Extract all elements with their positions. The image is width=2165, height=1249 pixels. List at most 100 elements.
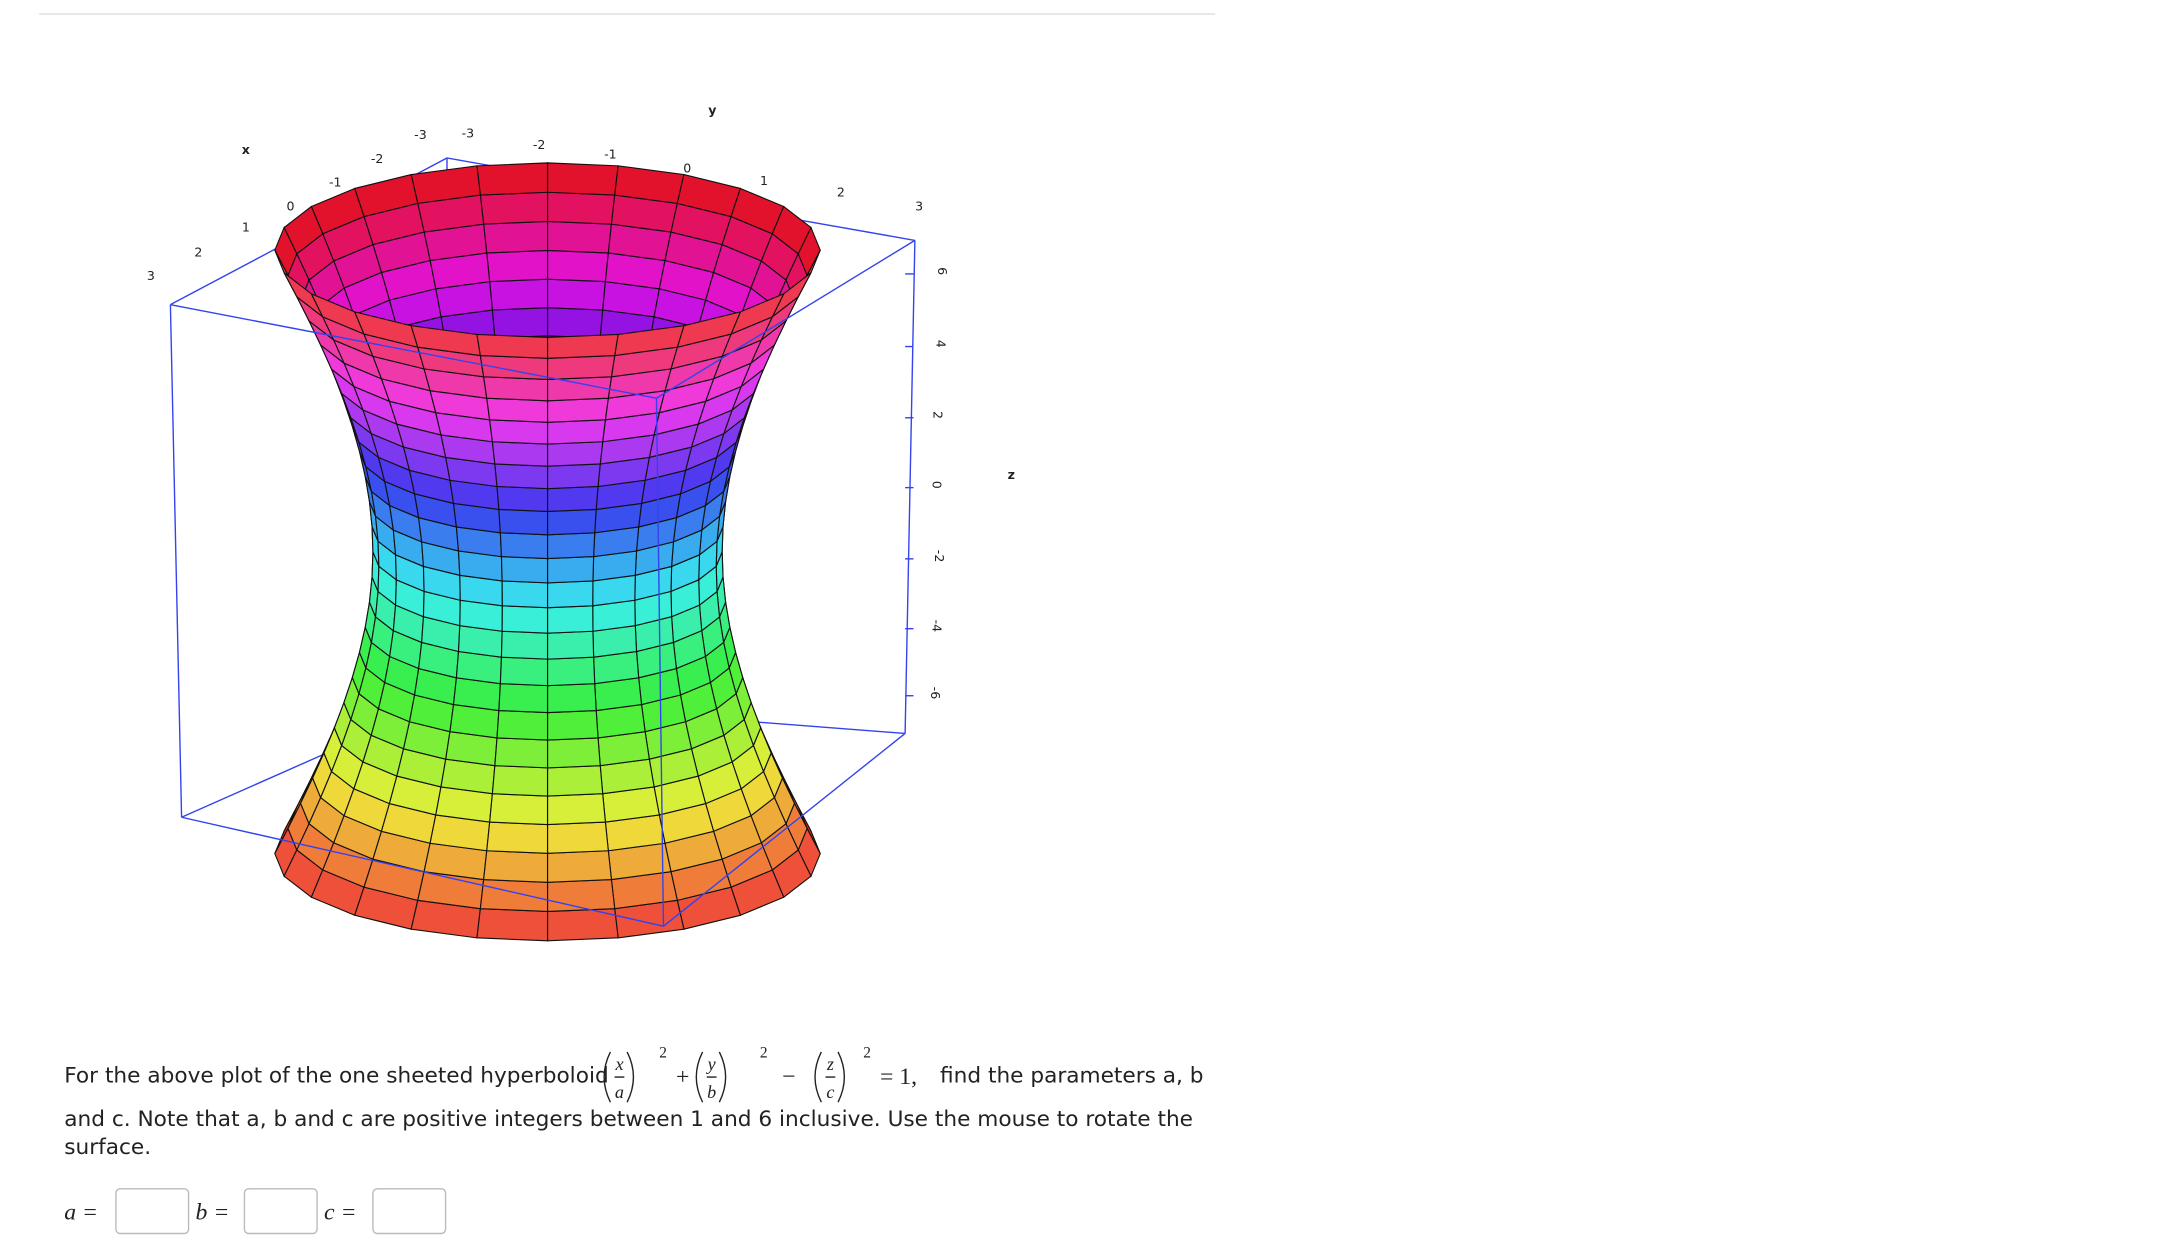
surface-patch (546, 580, 594, 609)
surface-patch (546, 441, 604, 467)
tick-label: -1 (329, 175, 342, 190)
surface-patch (476, 162, 549, 196)
surface-patch (476, 333, 549, 359)
question-line: and c. Note that a, b and c are positive… (64, 1107, 1193, 1132)
surface-patch (546, 220, 613, 254)
surface-patch (546, 630, 595, 660)
answer-input[interactable] (372, 1188, 447, 1235)
tick-label: 2 (194, 244, 202, 259)
surface-patch (482, 376, 549, 402)
surface-patch (476, 908, 549, 942)
surface-patch (546, 850, 613, 883)
tick-label: 2 (837, 184, 845, 199)
tick-label: 2 (931, 411, 946, 419)
surface-patch (489, 419, 549, 445)
surface-patch (546, 793, 607, 826)
answer-label: b = (196, 1200, 230, 1226)
eq-power: 2 (863, 1045, 871, 1062)
parentheses (603, 1051, 846, 1103)
eq-power: 2 (659, 1045, 667, 1062)
surface-patch (498, 508, 549, 536)
eq-y: y (706, 1054, 717, 1074)
surface-patch (501, 605, 549, 634)
eq-c: c (826, 1082, 834, 1102)
surface-patch (546, 333, 619, 359)
surface-patch (496, 709, 549, 741)
surface-patch (546, 249, 609, 283)
tick-label: 3 (915, 198, 923, 213)
surface-patch (546, 765, 604, 797)
tick-label: -2 (371, 151, 384, 166)
tick-label: 4 (934, 340, 949, 348)
eq-plus: + (676, 1064, 689, 1090)
surface-patch (546, 397, 609, 423)
surface-patch (546, 737, 601, 769)
eq-a: a (615, 1082, 624, 1102)
surface-patch (491, 307, 549, 339)
eq-x: x (614, 1054, 623, 1074)
tick-label: -3 (462, 126, 475, 141)
surface-patch (546, 605, 594, 634)
surface-patch (483, 220, 549, 254)
surface-patch (491, 765, 549, 797)
surface-patch (496, 485, 549, 513)
surface-patch (546, 821, 609, 854)
surface-patch (546, 307, 604, 339)
surface-patch (546, 419, 607, 445)
surface-patch (499, 532, 549, 560)
surface-patch (498, 683, 549, 714)
surface-patch (494, 463, 549, 490)
surface-patch (499, 656, 549, 687)
surface-patch (489, 278, 549, 311)
eq-b: b (707, 1082, 716, 1102)
tick-label: 0 (683, 161, 691, 176)
tick-label: 0 (929, 481, 944, 489)
surface-patch (546, 709, 599, 741)
tick-label: -4 (929, 620, 944, 633)
tick-label: 0 (287, 198, 295, 213)
answers: a = b = c = (64, 1188, 447, 1235)
surface-patch (546, 556, 595, 584)
axis-label: x (242, 142, 250, 157)
answer-input[interactable] (243, 1188, 318, 1235)
question-after: find the parameters a, b (940, 1064, 1204, 1089)
surface-patch (483, 850, 549, 883)
tick-label: -1 (604, 147, 617, 162)
tick-label: 3 (147, 268, 155, 283)
tick-label: -6 (928, 687, 943, 700)
surface-patch (546, 532, 596, 560)
eq-rhs: = 1, (880, 1064, 917, 1090)
surface-patch (479, 879, 549, 913)
surface-patch (491, 441, 549, 467)
tick-label: 1 (760, 173, 768, 188)
surface-patch (494, 737, 549, 769)
eq-minus: − (782, 1064, 795, 1090)
surface-patch (546, 376, 613, 402)
surface-patch (546, 656, 596, 687)
axis-label: z (1008, 467, 1015, 482)
surface-patch (546, 879, 616, 913)
plot-3d[interactable]: x 3 2 1 0 -1 -2 -3 y -3 -2 -1 0 1 2 3 z 6 4 2 0 -2 -4 -6 (147, 103, 1015, 942)
surface-patch (546, 683, 597, 714)
question: For the above plot of the one sheeted hy… (64, 1045, 1203, 1160)
surface-patch (546, 354, 616, 381)
surface-patch (546, 191, 616, 225)
tick-label: -3 (414, 127, 427, 142)
question-intro: For the above plot of the one sheeted hy… (64, 1064, 608, 1089)
surface-patch (500, 556, 549, 584)
surface-patch (486, 249, 549, 283)
surface-patch (479, 191, 549, 225)
surface-patch (546, 463, 601, 490)
surface-patch (500, 630, 549, 660)
tick-label: 6 (935, 267, 950, 275)
surface-patch (546, 278, 607, 311)
answer-input[interactable] (115, 1188, 190, 1235)
surface-patch (546, 508, 597, 536)
surface-patch (546, 162, 619, 196)
surface-patch (546, 485, 599, 513)
surface-patch (489, 793, 549, 826)
eq-z: z (826, 1054, 834, 1074)
tick-label: -2 (932, 550, 947, 563)
answer-label: a = (64, 1200, 98, 1226)
